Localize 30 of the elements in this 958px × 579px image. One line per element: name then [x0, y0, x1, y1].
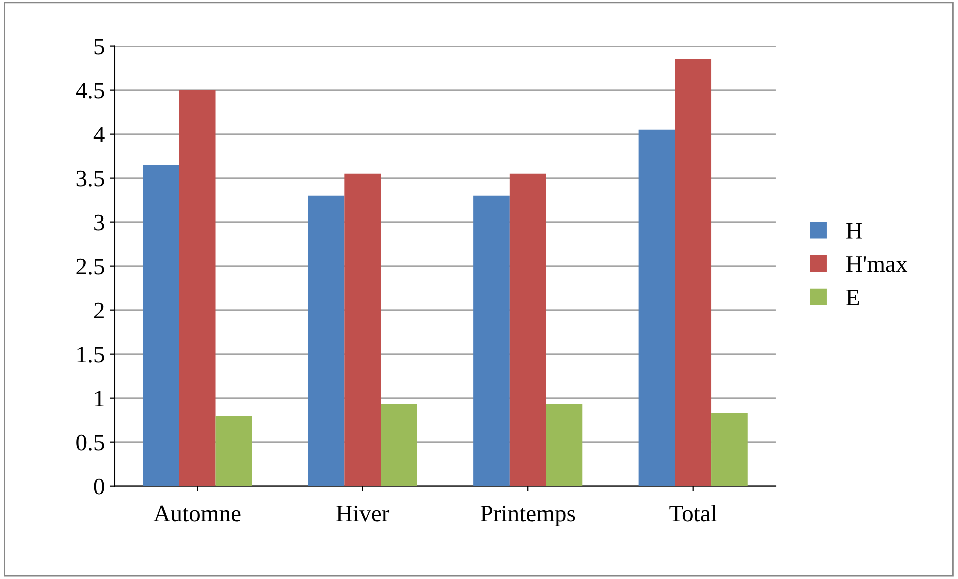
x-tick-label: Automne — [154, 506, 241, 522]
bar — [308, 196, 345, 486]
y-tick-label: 2 — [94, 302, 104, 319]
x-tick-label: Hiver — [336, 506, 390, 522]
y-tick-label: 0.5 — [76, 434, 104, 451]
bar — [143, 165, 180, 486]
legend-label: H — [846, 223, 862, 239]
y-tick-label: 1 — [96, 390, 104, 407]
bar — [179, 90, 216, 486]
y-tick-label: 2.5 — [76, 258, 104, 275]
bar — [675, 60, 712, 486]
bar — [712, 413, 748, 486]
x-tick-label: Printemps — [480, 506, 576, 527]
y-tick-label: 3.5 — [76, 170, 104, 187]
legend-label: E — [846, 290, 860, 306]
bar — [344, 174, 382, 486]
bar — [474, 196, 510, 486]
y-tick-label: 4 — [94, 126, 105, 143]
bar — [638, 130, 676, 486]
y-tick-label: 1.5 — [78, 346, 104, 363]
y-tick-label: 4.5 — [76, 82, 104, 99]
x-tick-label: Total — [670, 505, 717, 522]
y-tick-label: 5 — [94, 39, 104, 55]
bar — [216, 416, 252, 486]
bar — [381, 404, 418, 486]
y-tick-label: 0 — [94, 478, 104, 495]
y-tick-label: 3 — [94, 214, 104, 231]
bar — [510, 174, 546, 486]
legend-label: H'max — [846, 256, 908, 272]
bar — [546, 404, 583, 486]
